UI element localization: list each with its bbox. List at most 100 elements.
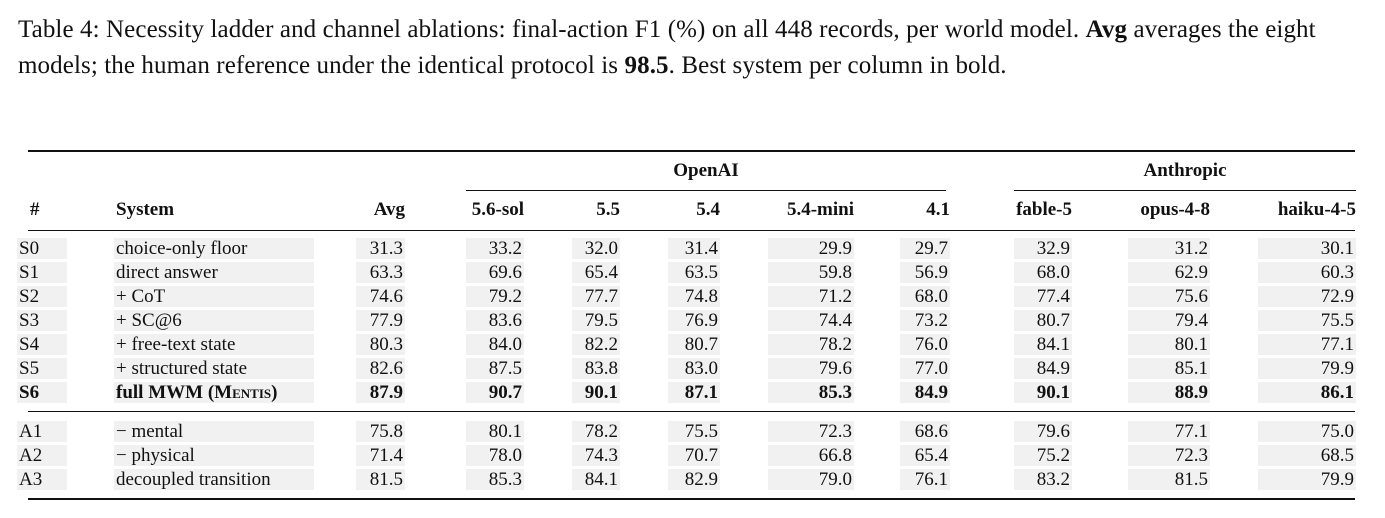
table-bottom-rule bbox=[28, 498, 1355, 500]
row-id: S4 bbox=[17, 334, 67, 355]
group-openai: OpenAI bbox=[673, 160, 739, 181]
header-avg: Avg bbox=[373, 199, 405, 220]
row-value: 68.0 bbox=[1014, 262, 1072, 283]
row-value: 74.8 bbox=[668, 286, 720, 307]
table-row: S0 choice-only floor 31.3 33.2 32.0 31.4 29.9 2… bbox=[0, 238, 1385, 262]
header-model-2: 5.4 bbox=[696, 199, 720, 220]
row-avg: 82.6 bbox=[356, 358, 405, 379]
row-value: 83.2 bbox=[1014, 469, 1072, 490]
row-avg: 77.9 bbox=[356, 310, 405, 331]
group-openai-rule bbox=[466, 190, 946, 191]
row-value: 79.2 bbox=[466, 286, 524, 307]
header-model-0: 5.6-sol bbox=[471, 199, 524, 220]
header-model-4: 4.1 bbox=[926, 199, 950, 220]
row-value: 32.0 bbox=[572, 238, 620, 259]
row-value: 85.3 bbox=[466, 469, 524, 490]
row-value: 68.5 bbox=[1258, 445, 1356, 466]
row-value: 65.4 bbox=[900, 445, 950, 466]
row-value: 79.0 bbox=[768, 469, 854, 490]
row-value: 76.1 bbox=[900, 469, 950, 490]
table-caption: Table 4: Necessity ladder and channel ab… bbox=[18, 12, 1368, 84]
table-row: S1 direct answer 63.3 69.6 65.4 63.5 59.8 56.9 6… bbox=[0, 262, 1385, 286]
row-value: 90.1 bbox=[1014, 382, 1072, 403]
row-value: 87.5 bbox=[466, 358, 524, 379]
row-value: 77.1 bbox=[1258, 334, 1356, 355]
row-value: 76.0 bbox=[900, 334, 950, 355]
group-anthropic-rule bbox=[1014, 190, 1356, 191]
row-value: 29.7 bbox=[900, 238, 950, 259]
row-value: 86.1 bbox=[1258, 382, 1356, 403]
row-avg: 74.6 bbox=[356, 286, 405, 307]
row-value: 31.2 bbox=[1128, 238, 1210, 259]
row-value: 66.8 bbox=[768, 445, 854, 466]
header-model-1: 5.5 bbox=[596, 199, 620, 220]
table-row: S3 + SC@6 77.9 83.6 79.5 76.9 74.4 73.2 80.7 79.4… bbox=[0, 310, 1385, 334]
table-row: S4 + free-text state 80.3 84.0 82.2 80.7 78.2 7… bbox=[0, 334, 1385, 358]
row-value: 78.0 bbox=[466, 445, 524, 466]
row-value: 80.7 bbox=[668, 334, 720, 355]
row-avg: 75.8 bbox=[356, 421, 405, 442]
row-value: 78.2 bbox=[768, 334, 854, 355]
table-row: A2 − physical 71.4 78.0 74.3 70.7 66.8 65.4 75.2… bbox=[0, 445, 1385, 469]
row-system: + free-text state bbox=[114, 334, 314, 355]
header-rule bbox=[28, 230, 1355, 231]
row-id: A2 bbox=[17, 445, 67, 466]
caption-bold-avg: Avg bbox=[1085, 16, 1128, 43]
caption-bold-human: 98.5 bbox=[624, 52, 669, 79]
row-value: 84.9 bbox=[900, 382, 950, 403]
row-value: 80.1 bbox=[1128, 334, 1210, 355]
row-id: A3 bbox=[17, 469, 67, 490]
row-avg: 71.4 bbox=[356, 445, 405, 466]
ablation-separator-rule bbox=[28, 411, 1355, 412]
row-value: 87.1 bbox=[668, 382, 720, 403]
row-system: − mental bbox=[114, 421, 314, 442]
row-value: 81.5 bbox=[1128, 469, 1210, 490]
row-value: 65.4 bbox=[572, 262, 620, 283]
row-id: S0 bbox=[17, 238, 67, 259]
row-system: direct answer bbox=[114, 262, 314, 283]
row-id: A1 bbox=[17, 421, 67, 442]
row-system: + SC@6 bbox=[114, 310, 314, 331]
row-avg: 81.5 bbox=[356, 469, 405, 490]
row-value: 82.9 bbox=[668, 469, 720, 490]
row-value: 63.5 bbox=[668, 262, 720, 283]
row-value: 72.9 bbox=[1258, 286, 1356, 307]
row-system: + structured state bbox=[114, 358, 314, 379]
row-system: − physical bbox=[114, 445, 314, 466]
caption-label: Table 4: bbox=[18, 16, 100, 43]
row-id: S2 bbox=[17, 286, 67, 307]
row-value: 79.6 bbox=[1014, 421, 1072, 442]
header-model-6: opus-4-8 bbox=[1140, 199, 1210, 220]
table-row: A3 decoupled transition 81.5 85.3 84.1 82.9 79… bbox=[0, 469, 1385, 493]
header-system: System bbox=[116, 199, 175, 220]
row-system-suffix: ) bbox=[271, 382, 278, 403]
row-avg: 63.3 bbox=[356, 262, 405, 283]
row-avg: 80.3 bbox=[356, 334, 405, 355]
row-avg: 87.9 bbox=[356, 382, 405, 403]
table-row: S5 + structured state 82.6 87.5 83.8 83.0 79.6… bbox=[0, 358, 1385, 382]
row-value: 32.9 bbox=[1014, 238, 1072, 259]
row-value: 85.1 bbox=[1128, 358, 1210, 379]
row-system: + CoT bbox=[114, 286, 314, 307]
row-value: 77.7 bbox=[572, 286, 620, 307]
row-system-name: Mentis bbox=[214, 382, 272, 403]
row-value: 75.5 bbox=[668, 421, 720, 442]
row-value: 84.9 bbox=[1014, 358, 1072, 379]
row-system-prefix: full MWM ( bbox=[116, 382, 215, 403]
table-top-rule bbox=[28, 150, 1355, 152]
table-row: S2 + CoT 74.6 79.2 77.7 74.8 71.2 68.0 77.4 75.6 7… bbox=[0, 286, 1385, 310]
row-id: S1 bbox=[17, 262, 67, 283]
row-value: 90.1 bbox=[572, 382, 620, 403]
row-system: decoupled transition bbox=[114, 469, 314, 490]
row-value: 60.3 bbox=[1258, 262, 1356, 283]
row-value: 88.9 bbox=[1128, 382, 1210, 403]
row-value: 78.2 bbox=[572, 421, 620, 442]
row-value: 77.1 bbox=[1128, 421, 1210, 442]
row-value: 59.8 bbox=[768, 262, 854, 283]
row-value: 84.1 bbox=[1014, 334, 1072, 355]
row-value: 75.0 bbox=[1258, 421, 1356, 442]
row-value: 74.3 bbox=[572, 445, 620, 466]
caption-text-3: . Best system per column in bold. bbox=[668, 52, 1007, 79]
row-value: 85.3 bbox=[768, 382, 854, 403]
row-value: 82.2 bbox=[572, 334, 620, 355]
